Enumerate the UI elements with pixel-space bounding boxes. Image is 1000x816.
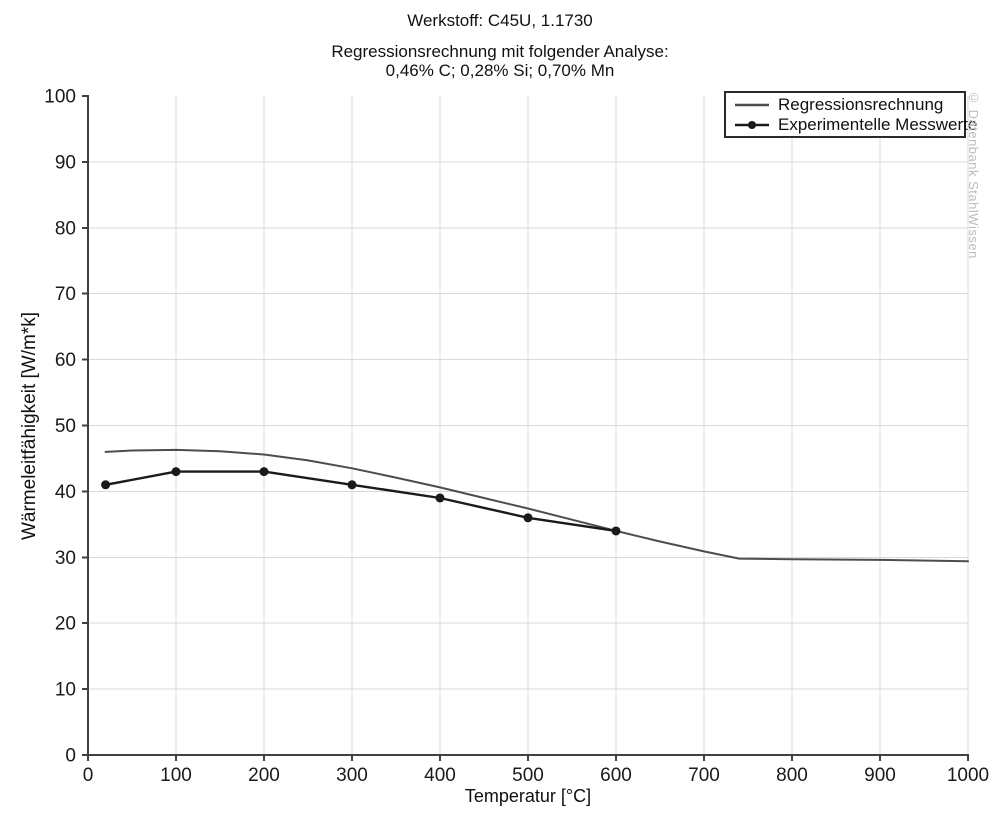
regression-line: [104, 448, 969, 563]
y-tick-label: 0: [65, 746, 76, 767]
x-tick-label: 200: [248, 765, 280, 786]
x-axis-label: Temperatur [°C]: [464, 786, 592, 806]
data-point-marker: [171, 467, 181, 477]
gridlines: [88, 96, 969, 755]
x-tick-label: 700: [688, 765, 720, 786]
data-point-marker: [259, 467, 269, 477]
y-axis-label: Wärmeleitfähigkeit [W/m*k]: [19, 311, 40, 541]
y-tick-label: 80: [55, 218, 76, 239]
tick-labels: 0 100 200 300 400 500 600 700 800 900 1000 0 10 20 30 4…: [44, 87, 989, 787]
chart-subtitle-line2: 0,46% C; 0,28% Si; 0,70% Mn: [385, 61, 615, 80]
chart-subtitle-line1: Regressionsrechnung mit folgender Analys…: [331, 42, 669, 61]
x-tick-label: 800: [776, 765, 808, 786]
y-tick-label: 100: [44, 87, 76, 108]
x-tick-label: 100: [160, 765, 192, 786]
data-point-marker: [435, 493, 445, 503]
x-tick-label: 900: [864, 765, 896, 786]
y-tick-label: 90: [55, 152, 76, 173]
data-point-marker: [347, 480, 357, 490]
chart-title: Werkstoff: C45U, 1.1730: [407, 11, 593, 30]
x-tick-label: 600: [600, 765, 632, 786]
data-point-marker: [101, 480, 111, 490]
x-tick-label: 500: [512, 765, 544, 786]
y-tick-label: 10: [55, 680, 76, 701]
y-tick-label: 30: [55, 548, 76, 569]
y-tick-label: 20: [55, 614, 76, 635]
y-tick-label: 60: [55, 350, 76, 371]
legend: Regressionsrechnung Experimentelle Messw…: [724, 91, 977, 138]
x-tick-label: 400: [424, 765, 456, 786]
y-tick-label: 70: [55, 284, 76, 305]
data-point-marker: [523, 513, 533, 523]
data-point-marker: [611, 526, 621, 536]
x-tick-label: 0: [83, 765, 94, 786]
watermark-datenbank-stahlwissen: © Datenbank StahlWissen: [966, 90, 981, 259]
y-tick-label: 50: [55, 416, 76, 437]
experimental-series: [101, 467, 621, 536]
legend-item-experimental: Experimentelle Messwerte: [734, 115, 977, 135]
experimental-line-sample-icon: [735, 121, 769, 129]
regression-line-sample-icon: [735, 103, 769, 107]
x-tick-label: 300: [336, 765, 368, 786]
legend-label-regression: Regressionsrechnung: [778, 95, 944, 114]
x-tick-label: 1000: [947, 765, 989, 786]
legend-item-regression: Regressionsrechnung: [734, 95, 958, 115]
tick-marks: [82, 95, 969, 761]
experimental-line: [104, 470, 618, 533]
y-tick-label: 40: [55, 482, 76, 503]
regression-series: [104, 448, 969, 563]
legend-label-experimental: Experimentelle Messwerte: [778, 115, 978, 134]
